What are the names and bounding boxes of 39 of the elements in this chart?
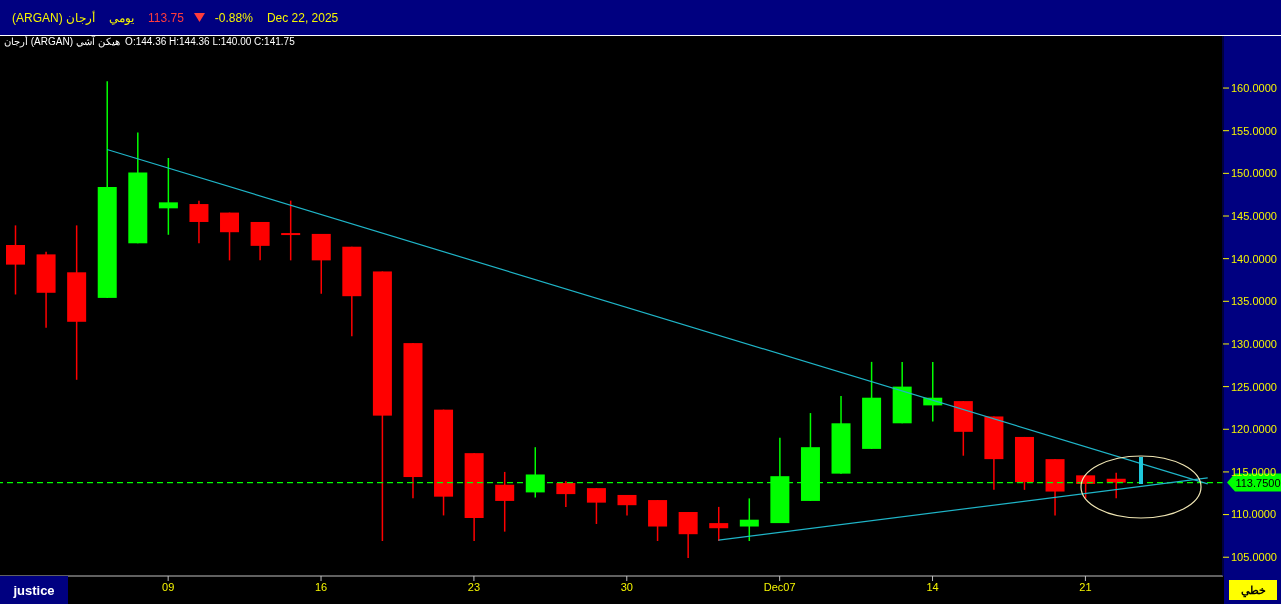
candlestick xyxy=(281,199,301,262)
y-tick-label: 125.0000 xyxy=(1231,380,1277,393)
y-tick-label: 105.0000 xyxy=(1231,551,1277,564)
text: -0.88% xyxy=(214,10,253,25)
ref-line-label: 113.7500 xyxy=(1235,476,1281,489)
y-tick-label: 145.0000 xyxy=(1231,209,1277,222)
y-tick-label: 130.0000 xyxy=(1231,337,1277,350)
y-tick-label: 110.0000 xyxy=(1231,508,1277,521)
text: justice xyxy=(0,576,68,604)
candlestick xyxy=(678,511,698,559)
candlestick xyxy=(586,487,606,525)
chart-title: أرجان (ARGAN) xyxy=(12,10,96,25)
x-tick-label: 30 xyxy=(620,580,633,593)
chart-subtitle: أرجان (ARGAN) هيكن آشي O:144.36 H:144.36 L:140.00 C:141.75 xyxy=(4,36,295,47)
text: خطي xyxy=(1229,580,1277,600)
x-tick-label: 23 xyxy=(467,580,481,593)
candlestick xyxy=(556,480,576,508)
text: Dec 22, 2025 xyxy=(266,10,339,25)
candlestick xyxy=(495,471,515,533)
y-tick-label: 140.0000 xyxy=(1231,252,1277,265)
candlestick xyxy=(220,211,240,262)
y-tick-label: 135.0000 xyxy=(1231,295,1277,308)
candlestick xyxy=(250,221,270,262)
y-tick-label: 155.0000 xyxy=(1231,124,1277,137)
x-tick-label: 09 xyxy=(162,580,175,593)
x-tick-label: 16 xyxy=(314,580,328,593)
x-tick-label: Dec07 xyxy=(763,580,796,593)
x-tick-label: 14 xyxy=(926,580,939,593)
candlestick xyxy=(709,506,729,542)
candlestick xyxy=(158,157,178,236)
text: 113.75 xyxy=(148,10,184,25)
y-tick-label: 150.0000 xyxy=(1231,167,1277,180)
x-tick-label: 21 xyxy=(1079,580,1092,593)
candlestick xyxy=(739,497,759,542)
y-tick-label: 160.0000 xyxy=(1231,81,1277,94)
candlestick xyxy=(6,224,25,296)
candlestick xyxy=(189,199,209,245)
text: يومي xyxy=(109,10,135,25)
y-tick-label: 120.0000 xyxy=(1231,423,1277,436)
